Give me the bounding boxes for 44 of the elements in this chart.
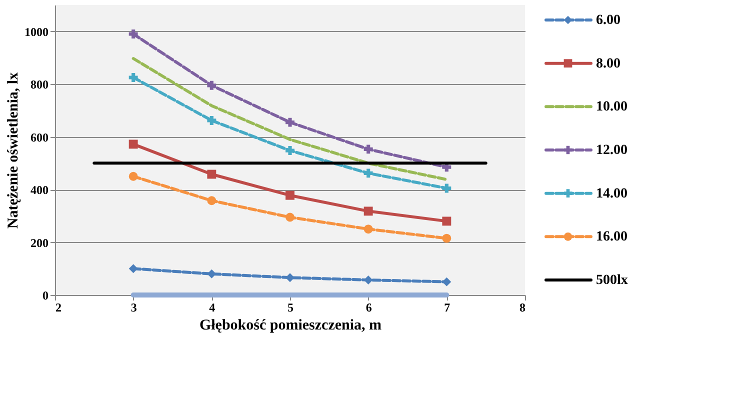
legend-label: 10.00 — [596, 100, 628, 115]
point — [128, 140, 138, 149]
point — [286, 212, 294, 222]
legend-label: 500lx — [596, 273, 628, 288]
point — [442, 234, 452, 243]
x-tick-label: 4 — [209, 300, 216, 314]
point — [128, 172, 138, 181]
y-tick-label: 1000 — [24, 24, 48, 39]
point — [128, 73, 138, 82]
point — [286, 190, 294, 200]
point — [207, 196, 216, 206]
point — [207, 170, 216, 179]
point — [442, 184, 452, 193]
y-tick-label: 0 — [42, 288, 48, 302]
line-series — [132, 57, 448, 182]
point — [442, 216, 452, 226]
x-axis-title: Głębokość pomieszczenia, m — [199, 318, 382, 334]
x-tick-label: 7 — [444, 300, 450, 314]
point — [128, 30, 138, 38]
point — [286, 118, 294, 127]
x-tick-label: 2 — [56, 300, 62, 314]
legend-label: 8.00 — [596, 56, 620, 72]
point — [364, 206, 373, 216]
point — [128, 264, 138, 274]
y-tick-label: 600 — [30, 130, 48, 144]
x-tick-label: 6 — [366, 300, 372, 314]
legend-label: 6.00 — [596, 13, 620, 28]
point — [286, 146, 294, 155]
legend-label: 12.00 — [596, 143, 628, 158]
point — [364, 224, 373, 234]
y-tick-label: 200 — [30, 236, 48, 250]
point — [364, 168, 373, 178]
point — [207, 116, 216, 125]
point — [364, 144, 373, 154]
y-axis-title: Natężenie oświetlenia, lx — [6, 72, 22, 229]
y-tick-label: 400 — [30, 183, 48, 198]
legend-label: 16.00 — [596, 230, 628, 245]
y-tick-label: 800 — [30, 78, 48, 92]
legend-label: 14.00 — [596, 186, 628, 202]
point — [286, 273, 294, 282]
x-tick-label: 3 — [130, 300, 137, 314]
point — [207, 80, 216, 90]
x-tick-label: 5 — [288, 300, 294, 314]
x-tick-label: 8 — [520, 300, 526, 314]
